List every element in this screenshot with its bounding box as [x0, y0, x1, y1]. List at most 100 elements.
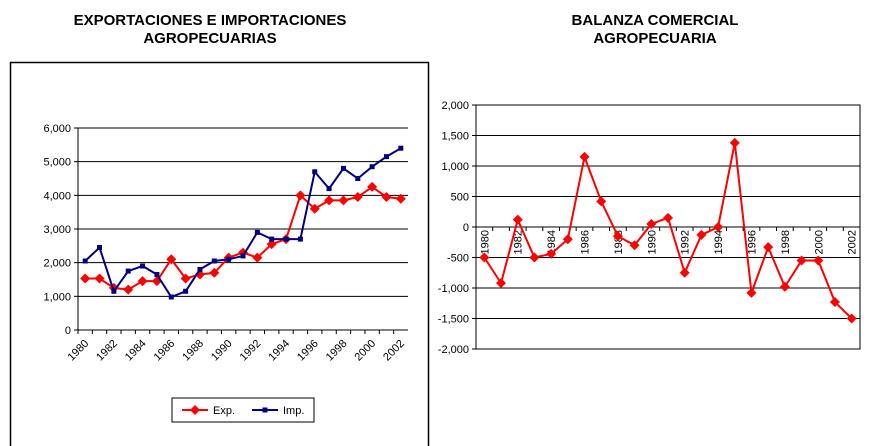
- marker: [168, 294, 174, 300]
- marker: [180, 273, 191, 284]
- y-tick-label: 2,000: [441, 100, 469, 112]
- legend-label: Imp.: [283, 405, 304, 417]
- marker: [137, 276, 148, 287]
- y-tick-label: 6,000: [43, 123, 71, 135]
- marker: [646, 218, 657, 229]
- y-tick-label: 0: [65, 325, 71, 337]
- x-tick-label: 1992: [680, 230, 692, 254]
- marker: [395, 193, 406, 204]
- marker: [813, 255, 824, 266]
- y-tick-label: 2,000: [43, 258, 71, 270]
- marker: [479, 252, 490, 263]
- marker: [512, 214, 523, 225]
- x-tick-label: 1990: [646, 230, 658, 254]
- y-tick-label: -1,000: [438, 283, 469, 295]
- marker: [324, 195, 335, 206]
- y-tick-label: 4,000: [43, 190, 71, 202]
- marker: [209, 267, 220, 278]
- marker: [829, 297, 840, 308]
- y-tick-label: 1,000: [441, 161, 469, 173]
- marker: [297, 236, 303, 242]
- x-tick-label: 2000: [813, 230, 825, 254]
- marker: [140, 263, 146, 269]
- marker: [663, 212, 673, 223]
- marker: [612, 231, 623, 242]
- x-tick-label: 1980: [479, 230, 491, 254]
- marker: [796, 255, 807, 266]
- x-tick-label: 2002: [381, 338, 407, 364]
- y-tick-label: 5,000: [43, 157, 71, 169]
- x-tick-label: 1994: [266, 338, 292, 364]
- marker: [125, 268, 131, 274]
- marker: [629, 240, 640, 251]
- marker: [352, 192, 363, 203]
- marker: [679, 267, 690, 278]
- x-tick-label: 1998: [324, 338, 350, 364]
- marker: [262, 407, 268, 413]
- x-tick-label: 1982: [94, 338, 120, 364]
- marker: [97, 245, 103, 251]
- x-tick-label: 1990: [209, 338, 235, 364]
- marker: [326, 186, 332, 192]
- marker: [190, 405, 200, 415]
- marker: [269, 236, 275, 242]
- marker: [696, 229, 707, 240]
- marker: [713, 222, 724, 232]
- x-tick-label: 1998: [780, 230, 792, 254]
- y-tick-label: -500: [447, 253, 469, 265]
- marker: [123, 284, 134, 295]
- chart-frame: [9, 61, 430, 446]
- chart-title: BALANZA COMERCIAL AGROPECUARIA: [571, 12, 739, 47]
- marker: [309, 203, 320, 214]
- marker: [496, 278, 507, 289]
- x-tick-label: 1986: [152, 338, 178, 364]
- x-tick-label: 1996: [295, 338, 321, 364]
- y-tick-label: 1,500: [441, 131, 469, 143]
- marker: [746, 287, 757, 298]
- marker: [529, 252, 540, 263]
- x-tick-label: 1992: [238, 338, 264, 364]
- marker: [579, 151, 590, 162]
- marker: [312, 169, 318, 175]
- marker: [80, 273, 91, 284]
- marker: [183, 288, 189, 294]
- legend-label: Exp.: [213, 405, 235, 417]
- marker: [340, 165, 346, 171]
- x-tick-label: 2002: [847, 230, 859, 254]
- marker: [338, 195, 349, 206]
- marker: [154, 271, 160, 277]
- marker: [166, 254, 177, 265]
- x-tick-label: 1996: [746, 230, 758, 254]
- chart-title: EXPORTACIONES E IMPORTACIONES AGROPECUAR…: [73, 12, 347, 47]
- x-tick-label: 1982: [513, 230, 525, 254]
- marker: [367, 181, 378, 192]
- marker: [381, 192, 392, 203]
- marker: [197, 266, 203, 272]
- series-line: [483, 142, 853, 320]
- marker: [240, 253, 246, 259]
- marker: [94, 273, 105, 284]
- x-tick-label: 1988: [180, 338, 206, 364]
- marker: [729, 137, 740, 148]
- x-tick-label: 1980: [65, 338, 91, 364]
- marker: [211, 258, 217, 264]
- series-line: [84, 147, 402, 299]
- marker: [846, 313, 857, 324]
- x-tick-label: 1984: [123, 338, 149, 364]
- marker: [398, 145, 404, 151]
- marker: [82, 258, 88, 264]
- marker: [383, 154, 389, 160]
- y-tick-label: 3,000: [43, 224, 71, 236]
- x-tick-label: 1984: [546, 230, 558, 254]
- x-tick-label: 2000: [352, 338, 378, 364]
- y-tick-label: 0: [463, 222, 469, 234]
- marker: [111, 288, 117, 294]
- marker: [546, 248, 557, 259]
- marker: [562, 234, 573, 245]
- marker: [779, 281, 790, 292]
- marker: [295, 190, 306, 201]
- marker: [252, 252, 263, 263]
- x-tick-label: 1994: [713, 230, 725, 254]
